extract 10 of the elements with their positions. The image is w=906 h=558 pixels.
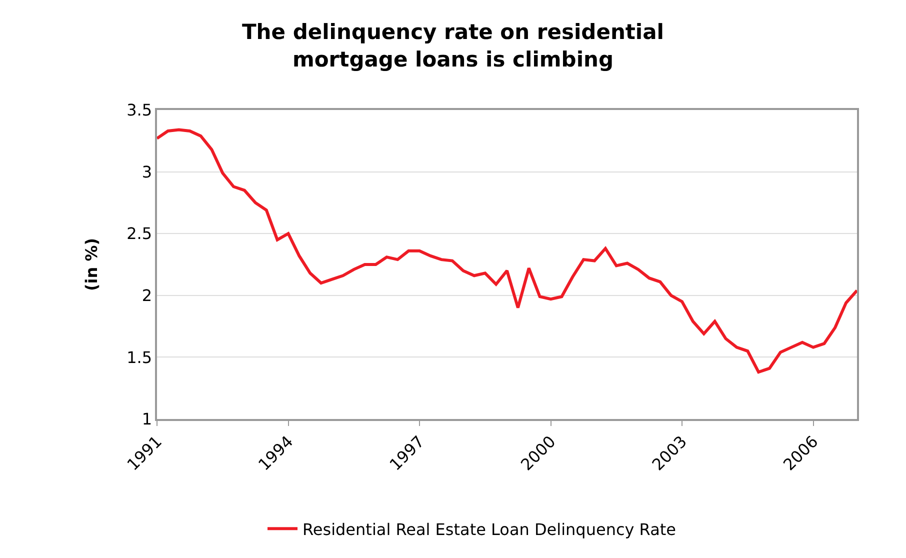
y-tick-label: 1.5: [126, 348, 152, 367]
y-tick-label: 1: [142, 410, 152, 429]
legend-label: Residential Real Estate Loan Delinquency Rate: [302, 520, 676, 539]
y-tick-label: 2.5: [126, 224, 152, 244]
y-tick-label: 3.5: [126, 100, 152, 120]
chart-title: The delinquency rate on residential mortgage loans is climbing: [242, 20, 664, 72]
y-tick-label: 3: [142, 162, 152, 182]
y-tick-label: 2: [142, 286, 152, 305]
y-axis-title: (in %): [82, 238, 101, 292]
line-series: [157, 128, 857, 374]
